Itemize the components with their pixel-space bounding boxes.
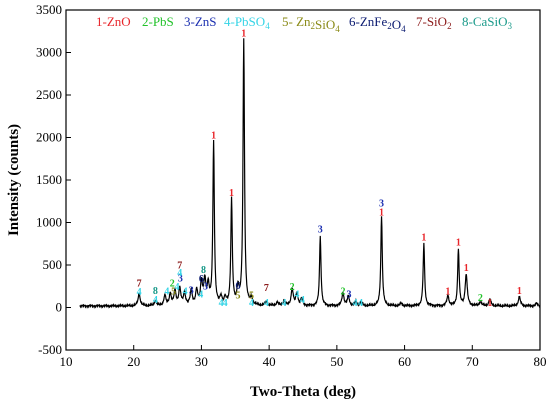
peak-label: 3 xyxy=(189,285,194,296)
peak-label: 4 xyxy=(223,298,228,309)
peak-label: 5 xyxy=(171,286,176,297)
x-axis: 10 20 30 40 50 60 70 80 xyxy=(60,345,547,369)
peak-label: 3 xyxy=(318,225,323,236)
legend-item: 1-ZnO xyxy=(96,14,131,29)
peak-label: 1 xyxy=(456,237,461,248)
legend-item: 7-SiO2 xyxy=(416,14,452,31)
legend-item: 5- Zn2SiO4 xyxy=(282,14,340,34)
legend-item: 3-ZnS xyxy=(184,14,217,29)
peak-label: 1 xyxy=(464,263,469,274)
legend-item: 6-ZnFe2O4 xyxy=(349,14,406,34)
x-tick-label: 50 xyxy=(330,354,343,369)
y-tick-label: 1500 xyxy=(36,172,62,187)
y-tick-label: 3000 xyxy=(36,45,62,60)
x-tick-label: 40 xyxy=(263,354,276,369)
y-axis-title: Intensity (counts) xyxy=(6,124,22,236)
peak-label: 3 xyxy=(178,274,183,285)
y-tick-label: 2000 xyxy=(36,130,62,145)
legend-item: 8-CaSiO3 xyxy=(462,14,513,31)
y-axis: -500 0 500 1000 1500 2000 2500 3000 3500 xyxy=(36,2,71,357)
peak-label: 6 xyxy=(199,274,204,285)
peak-label: 2 xyxy=(290,282,295,293)
peak-label: 1 xyxy=(421,232,426,243)
x-tick-label: 70 xyxy=(466,354,479,369)
y-tick-label: 1000 xyxy=(36,215,62,230)
peak-label: 3 xyxy=(203,282,208,293)
x-tick-label: 80 xyxy=(534,354,547,369)
peak-label: 4 xyxy=(294,289,299,300)
peak-label: 4 xyxy=(282,298,287,309)
y-tick-label: -500 xyxy=(38,342,62,357)
legend-item: 4-PbSO4 xyxy=(224,14,270,31)
x-tick-label: 30 xyxy=(195,354,208,369)
peak-label: 2 xyxy=(478,293,483,304)
peak-label: 3 xyxy=(347,289,352,300)
peak-label: 4 xyxy=(264,298,269,309)
peak-label: 8 xyxy=(153,286,158,297)
peak-label: 1 xyxy=(379,208,384,219)
peak-label: 4 xyxy=(249,298,254,309)
x-axis-title: Two-Theta (deg) xyxy=(250,384,356,400)
legend-item: 2-PbS xyxy=(142,14,174,29)
peak-label: 7 xyxy=(137,279,142,290)
peak-label: 4 xyxy=(300,295,305,306)
peak-label: 4 xyxy=(164,286,169,297)
peak-label: 7 xyxy=(177,260,182,271)
peak-label: 4 xyxy=(219,298,224,309)
y-tick-label: 3500 xyxy=(36,2,62,17)
x-tick-label: 20 xyxy=(127,354,140,369)
peak-label: 2 xyxy=(170,278,175,289)
peak-label: 1 xyxy=(241,28,246,39)
peak-label: 4 xyxy=(137,287,142,298)
peak-label: 4 xyxy=(183,286,188,297)
intensity-line xyxy=(79,38,541,309)
y-tick-label: 500 xyxy=(43,257,63,272)
peak-label: 4 xyxy=(358,298,363,309)
x-tick-label: 60 xyxy=(398,354,411,369)
peak-label: 1 xyxy=(517,286,522,297)
y-tick-label: 2500 xyxy=(36,87,62,102)
peak-label: 7 xyxy=(264,283,269,294)
peak-label: 4 xyxy=(175,282,180,293)
peak-label: 4 xyxy=(177,268,182,279)
diffraction-trace xyxy=(79,38,541,309)
peak-label: 1 xyxy=(211,130,216,141)
peak-label: 4 xyxy=(198,290,203,301)
x-tick-label: 10 xyxy=(60,354,73,369)
peak-label: 6 xyxy=(235,281,240,292)
peak-label: 2 xyxy=(340,286,345,297)
peak-label: 1 xyxy=(445,286,450,297)
peak-label: 5 xyxy=(249,291,254,302)
peak-label: 4 xyxy=(353,298,358,309)
peak-label: 1 xyxy=(487,298,492,309)
peak-label: 5 xyxy=(235,291,240,302)
y-tick-label: 0 xyxy=(56,300,63,315)
peak-label: 4 xyxy=(153,295,158,306)
peak-label: 8 xyxy=(201,265,206,276)
phase-legend: 1-ZnO 2-PbS 3-ZnS 4-PbSO4 5- Zn2SiO4 6-ZnFe2O… xyxy=(96,14,513,34)
peak-label: 3 xyxy=(379,198,384,209)
peak-label: 1 xyxy=(229,188,234,199)
